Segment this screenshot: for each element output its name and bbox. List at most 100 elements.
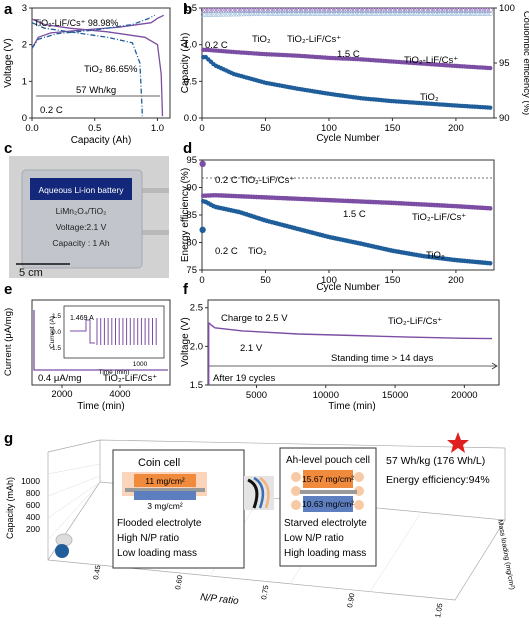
b-point-3-61 xyxy=(277,11,282,16)
b-point-2-39 xyxy=(249,7,254,13)
b-point-3-35 xyxy=(244,11,249,17)
coin-cell-point xyxy=(55,544,69,558)
coin-cathode-loading: 11 mg/cm² xyxy=(145,476,185,486)
b-point-2-125 xyxy=(358,7,364,13)
b-point-3-49 xyxy=(261,11,267,16)
battery-capacity: Capacity : 1 Ah xyxy=(52,238,109,248)
coin-anode-loading: 3 mg/cm² xyxy=(147,501,183,511)
b-point-3-213 xyxy=(470,11,475,16)
b-point-3-75 xyxy=(294,11,300,16)
b-point-2-35 xyxy=(244,7,249,13)
b-point-3-197 xyxy=(449,11,455,16)
b-point-2-57 xyxy=(271,7,277,13)
d-point-single-2 xyxy=(199,160,206,168)
d-point-0-227 xyxy=(487,206,493,211)
b-y2tick-0: 90 xyxy=(499,113,510,124)
d-point-1-227 xyxy=(487,260,493,266)
b-point-3-195 xyxy=(447,11,452,16)
annotation-d-tio2-low: TiO₂ xyxy=(248,246,267,257)
g-ytick-1: 1000 xyxy=(21,476,40,486)
b-point-2-155 xyxy=(396,7,402,13)
b-point-3-53 xyxy=(266,11,272,16)
b-point-3-149 xyxy=(388,11,394,16)
battery-banner xyxy=(30,178,132,200)
b-point-3-219 xyxy=(477,11,483,16)
b-point-2-201 xyxy=(454,7,460,13)
d-xtick-0: 0 xyxy=(199,275,204,286)
b-point-2-47 xyxy=(259,7,265,13)
b-point-3-161 xyxy=(403,11,409,16)
b-point-2-71 xyxy=(289,7,295,13)
b-point-2-167 xyxy=(411,7,417,13)
b-point-3-147 xyxy=(386,11,392,16)
b-point-2-127 xyxy=(360,7,366,13)
b-ytick-3: 1.5 xyxy=(184,3,197,14)
g-xtick-1: 0.45 xyxy=(91,564,102,580)
b-point-3-223 xyxy=(482,11,488,16)
b-point-2-185 xyxy=(434,7,440,13)
a-ytick-0: 0 xyxy=(22,113,27,124)
b-point-3-217 xyxy=(475,11,480,16)
b-y2tick-1: 95 xyxy=(499,58,510,69)
annotation-f-series: TiO₂-LiF/Cs⁺ xyxy=(388,316,442,327)
b-point-2-145 xyxy=(383,7,389,13)
b-point-2-165 xyxy=(409,7,414,13)
b-point-3-121 xyxy=(353,11,359,16)
b-point-3-15 xyxy=(218,11,224,17)
b-point-2-69 xyxy=(287,7,292,13)
b-point-2-29 xyxy=(236,7,242,13)
b-point-2-31 xyxy=(238,7,244,13)
pouch-anode-loading: 10.63 mg/cm² xyxy=(302,499,354,509)
battery-voltage: Voltage:2.1 V xyxy=(56,222,107,232)
b-point-2-197 xyxy=(449,7,455,13)
b-point-2-133 xyxy=(368,7,374,13)
b-point-2-193 xyxy=(444,7,450,13)
plot-frame-e xyxy=(31,299,171,386)
panel-label-a: a xyxy=(4,1,13,18)
b-point-3-99 xyxy=(325,11,331,16)
b-point-2-161 xyxy=(403,7,409,13)
b-point-0-227 xyxy=(487,65,493,71)
b-point-3-131 xyxy=(365,11,371,16)
b-point-3-127 xyxy=(360,11,366,16)
x-axis-label-e: Time (min) xyxy=(77,401,124,412)
g-ytick-3: 600 xyxy=(26,500,40,510)
b-point-3-225 xyxy=(485,11,491,16)
series-line-a-3 xyxy=(31,22,144,117)
b-xtick-1: 50 xyxy=(260,123,271,134)
b-point-3-41 xyxy=(251,11,257,17)
b-point-2-159 xyxy=(401,7,407,13)
b-point-2-163 xyxy=(406,7,412,13)
b-point-3-37 xyxy=(246,11,252,17)
b-point-3-107 xyxy=(335,11,341,16)
y2-axis-label-b: Coulombic efficiency (%) xyxy=(521,11,529,115)
b-point-2-49 xyxy=(261,7,267,13)
b-point-2-195 xyxy=(447,7,452,13)
b-point-3-59 xyxy=(274,11,280,16)
b-point-2-221 xyxy=(480,7,485,13)
annotation-b-lif: TiO₂-LiF/Cs⁺ xyxy=(404,55,458,66)
b-point-2-177 xyxy=(424,7,430,13)
d-ytick-3: 90 xyxy=(186,183,197,194)
panel-label-d: d xyxy=(183,140,192,157)
b-point-3-191 xyxy=(442,11,447,16)
plot-frame-a xyxy=(31,7,171,119)
b-point-3-123 xyxy=(355,11,361,16)
g-xtick-5: 1.05 xyxy=(433,602,444,618)
b-point-2-175 xyxy=(421,7,427,13)
b-point-3-23 xyxy=(228,11,234,17)
annotation-b-rate-low: 0.2 C xyxy=(205,40,228,51)
b-point-3-205 xyxy=(459,11,465,16)
a-xtick-0: 0.0 xyxy=(25,123,38,134)
b-point-3-185 xyxy=(434,11,440,16)
b-point-3-153 xyxy=(393,11,399,16)
b-point-2-213 xyxy=(470,7,475,13)
coin-cell-title: Coin cell xyxy=(138,457,180,469)
x-axis-label-d: Cycle Number xyxy=(316,282,380,293)
annotation-d-lif-low: 0.2 C TiO₂-LiF/Cs⁺ xyxy=(215,175,294,186)
b-point-3-179 xyxy=(426,11,432,16)
b-point-3-117 xyxy=(348,11,353,16)
b-point-3-113 xyxy=(343,11,348,16)
b-point-3-43 xyxy=(254,11,259,17)
coin-cell-shadow xyxy=(55,533,73,547)
